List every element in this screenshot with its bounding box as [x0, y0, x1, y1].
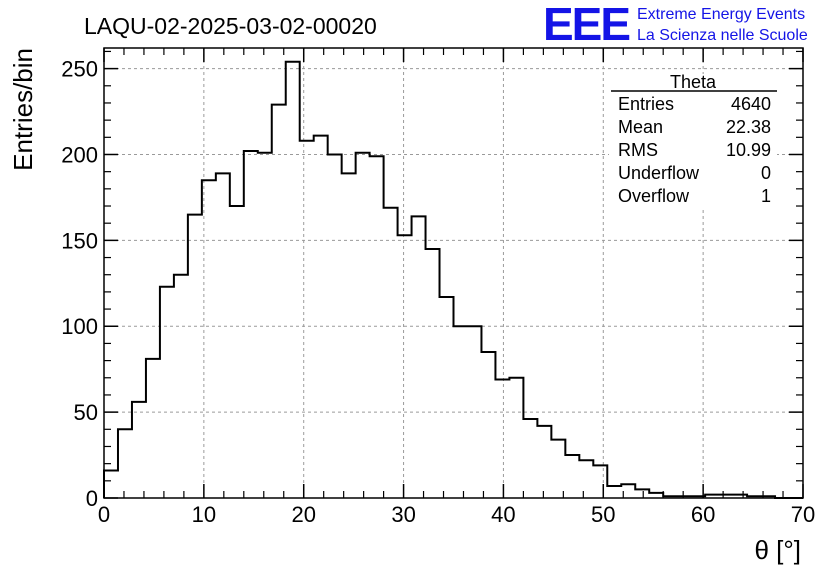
histogram-bin — [104, 471, 118, 498]
x-tick-label: 0 — [98, 502, 110, 527]
x-tick-label: 40 — [491, 502, 515, 527]
plot-frame — [103, 47, 804, 499]
y-tick-labels: 0 50 100 150 200 250 — [61, 57, 98, 511]
logo-line-1: Extreme Energy Events — [637, 6, 805, 23]
y-axis-label: Entries/bin — [8, 48, 38, 171]
stats-value: 0 — [761, 163, 771, 183]
histogram-bin — [258, 153, 272, 498]
stats-box: Theta Entries 4640 Mean 22.38 RMS 10.99 Underf… — [609, 72, 777, 210]
x-tick-label: 20 — [291, 502, 315, 527]
histogram-bin — [230, 206, 244, 498]
histogram-bin — [188, 215, 202, 498]
y-tick-label: 250 — [61, 57, 98, 82]
histogram-bin — [523, 419, 537, 498]
histogram-bin — [356, 153, 370, 498]
stats-value: 1 — [761, 186, 771, 206]
histogram-bin — [467, 326, 481, 498]
stats-label: Entries — [618, 94, 674, 114]
x-tick-labels: 0 10 20 30 40 50 60 70 — [98, 502, 815, 527]
histogram-bin — [607, 486, 621, 498]
histogram-bin — [146, 359, 160, 498]
histogram-bin — [314, 136, 328, 498]
histogram-bin — [216, 173, 230, 498]
stats-value: 10.99 — [726, 140, 771, 160]
histogram-bin — [398, 235, 412, 498]
axis-ticks — [103, 48, 804, 499]
stats-label: Overflow — [618, 186, 690, 206]
histogram-bin — [174, 275, 188, 498]
histogram-bin — [160, 287, 174, 498]
logo-line-2: La Scienza nelle Scuole — [637, 27, 808, 44]
histogram-bin — [440, 297, 454, 498]
histogram-bin — [384, 208, 398, 498]
histogram-bin — [551, 440, 565, 498]
histogram-bin — [565, 455, 579, 498]
histogram-bin — [454, 326, 468, 498]
stats-label: Underflow — [618, 163, 700, 183]
x-tick-label: 10 — [192, 502, 216, 527]
histogram-bin — [328, 154, 342, 498]
histogram-bin — [300, 141, 314, 498]
histogram-bin — [537, 426, 551, 498]
y-tick-label: 200 — [61, 142, 98, 167]
x-tick-label: 70 — [791, 502, 815, 527]
y-tick-label: 0 — [86, 486, 98, 511]
histogram-bin — [495, 379, 509, 498]
stats-label: RMS — [618, 140, 658, 160]
y-tick-label: 50 — [74, 400, 98, 425]
histogram-bin — [509, 378, 523, 498]
histogram-bin — [579, 460, 593, 498]
histogram-bin — [649, 493, 663, 498]
histogram-bin — [132, 402, 146, 498]
histogram-bin — [426, 249, 440, 498]
x-tick-label: 30 — [391, 502, 415, 527]
stats-value: 22.38 — [726, 117, 771, 137]
chart-title: LAQU-02-2025-03-02-00020 — [84, 13, 377, 39]
histogram-bin — [370, 156, 384, 498]
histogram-bin — [202, 180, 216, 498]
eee-logo-mark: EEE — [543, 0, 629, 50]
y-tick-label: 150 — [61, 228, 98, 253]
stats-label: Mean — [618, 117, 663, 137]
histogram-bin — [593, 465, 607, 498]
stats-value: 4640 — [731, 94, 771, 114]
y-tick-label: 100 — [61, 314, 98, 339]
histogram-bin — [635, 489, 649, 498]
histogram-bin — [118, 429, 132, 498]
histogram-bin — [412, 216, 426, 498]
histogram-bin — [286, 62, 300, 498]
histogram-outline — [103, 60, 803, 499]
stats-title: Theta — [670, 72, 717, 92]
histogram-bin — [244, 151, 258, 498]
x-tick-label: 50 — [591, 502, 615, 527]
eee-logo: EEE Extreme Energy Events La Scienza nel… — [543, 0, 808, 50]
x-axis-label: θ [°] — [754, 535, 801, 565]
histogram-bin — [272, 105, 286, 498]
histogram-bin — [481, 352, 495, 498]
histogram-bin — [342, 173, 356, 498]
x-tick-label: 60 — [691, 502, 715, 527]
